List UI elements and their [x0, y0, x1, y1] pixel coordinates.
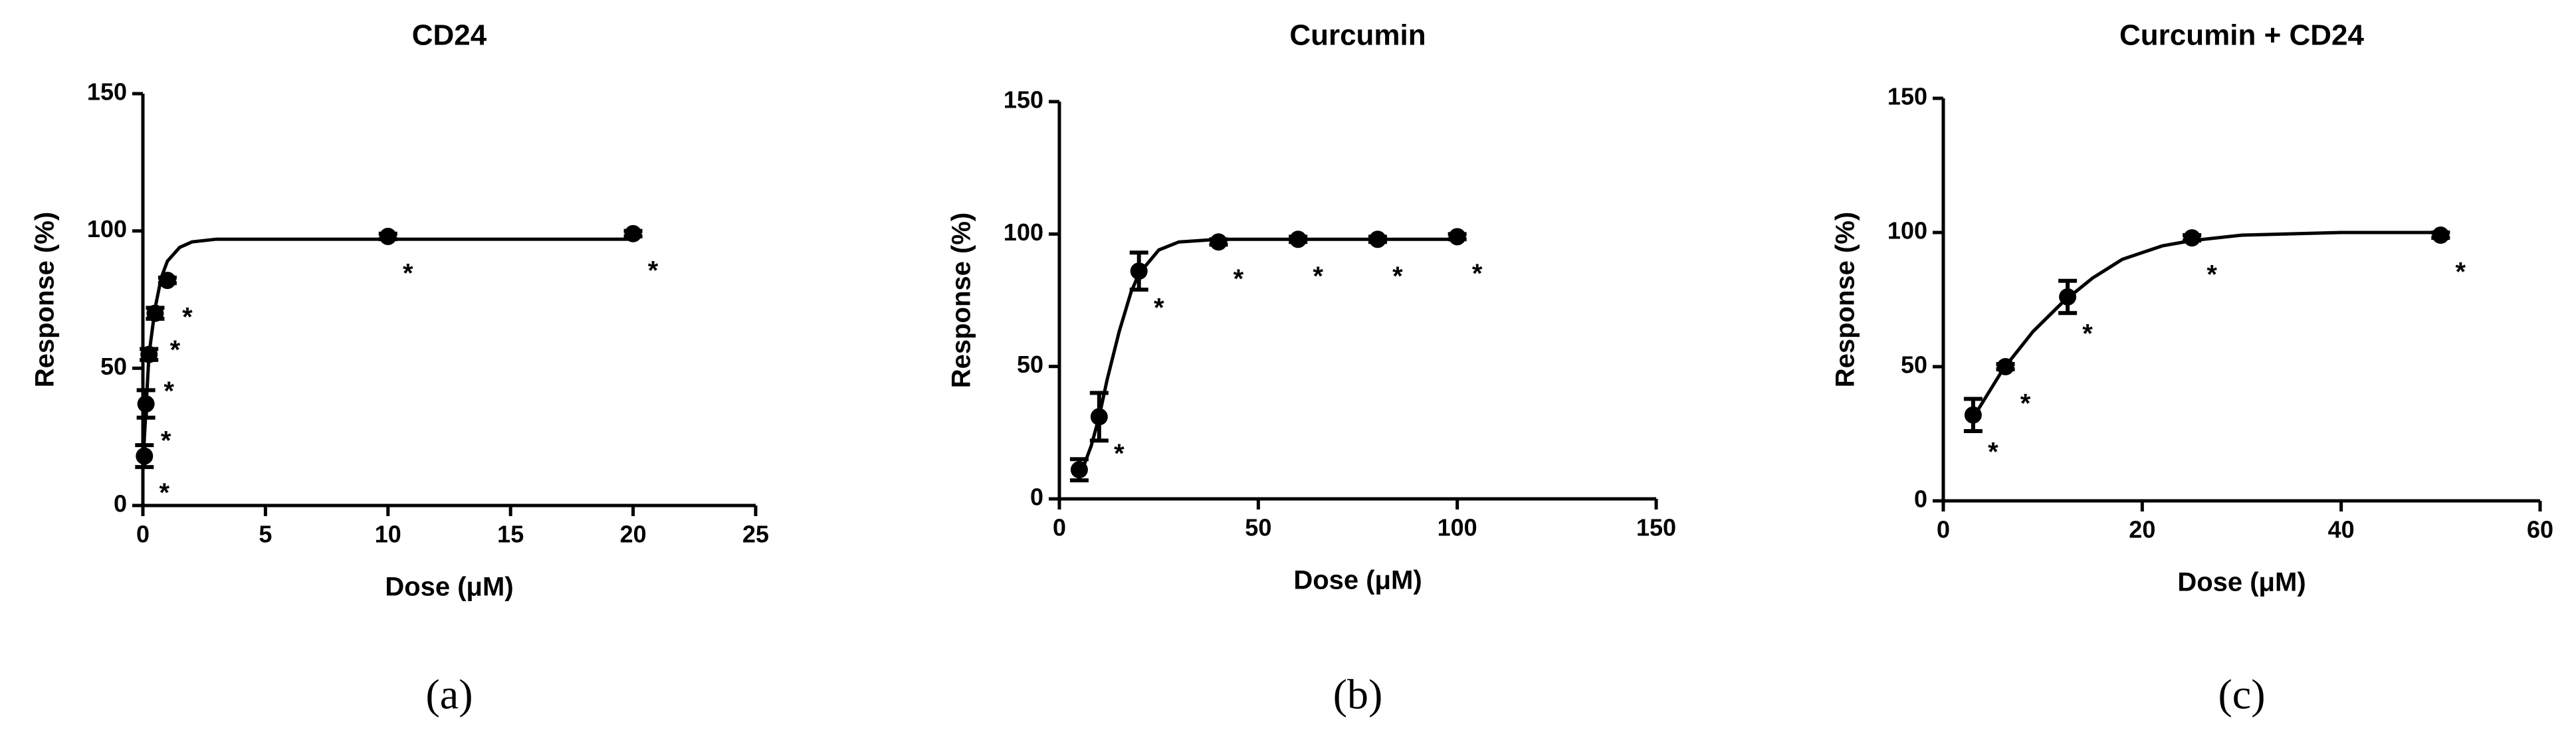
x-axis-label: Dose (μM) [1293, 566, 1422, 595]
significance-label: * [161, 426, 171, 456]
x-axis-label: Dose (μM) [2177, 568, 2306, 597]
significance-label: * [2456, 258, 2466, 287]
data-point [1368, 231, 1386, 248]
y-tick-label: 100 [87, 215, 127, 242]
panel-label: (a) [425, 671, 473, 718]
significance-label: * [648, 256, 659, 285]
data-point [136, 447, 154, 465]
y-tick-label: 50 [1901, 351, 1927, 379]
data-point [624, 225, 642, 242]
y-tick-label: 50 [100, 353, 127, 380]
data-point [2432, 227, 2450, 244]
y-axis-label: Response (%) [947, 213, 976, 389]
data-point [137, 395, 155, 413]
data-point [158, 272, 176, 290]
significance-label: * [403, 258, 413, 288]
chart-title: Curcumin + CD24 [2119, 19, 2365, 52]
panel-label: (b) [1333, 671, 1383, 718]
data-point [379, 227, 397, 245]
x-tick-label: 5 [259, 521, 272, 548]
significance-label: * [1313, 262, 1323, 291]
data-point [1289, 231, 1307, 248]
x-tick-label: 60 [2527, 516, 2553, 543]
x-tick-label: 0 [136, 521, 150, 548]
data-point [1090, 408, 1108, 426]
data-point [140, 345, 158, 363]
y-tick-label: 100 [1887, 217, 1927, 244]
significance-label: * [2082, 320, 2093, 349]
significance-label: * [182, 303, 193, 332]
significance-label: * [1114, 439, 1125, 468]
y-axis-label: Response (%) [1831, 212, 1860, 388]
panel-label: (c) [2218, 671, 2265, 718]
significance-label: * [160, 478, 170, 507]
x-tick-label: 15 [497, 521, 524, 548]
significance-label: * [1988, 437, 1998, 466]
x-tick-label: 150 [1636, 514, 1676, 541]
x-tick-label: 0 [1937, 516, 1950, 543]
data-point [2059, 288, 2077, 306]
y-tick-label: 100 [1004, 219, 1043, 246]
x-tick-label: 100 [1438, 514, 1477, 541]
x-tick-label: 0 [1053, 514, 1066, 541]
chart-title: CD24 [412, 19, 487, 52]
data-point [1964, 406, 1982, 424]
y-tick-label: 0 [114, 490, 127, 517]
data-point [146, 304, 164, 322]
significance-label: * [163, 377, 174, 406]
significance-label: * [170, 335, 181, 365]
y-tick-label: 150 [1004, 86, 1043, 114]
significance-label: * [2020, 389, 2031, 418]
x-tick-label: 25 [742, 521, 769, 548]
fit-curve [141, 237, 633, 465]
data-point [1448, 228, 1466, 246]
y-tick-label: 0 [1914, 486, 1927, 513]
data-point [1996, 358, 2014, 375]
data-point [1130, 262, 1148, 280]
x-tick-label: 40 [2328, 516, 2355, 543]
x-tick-label: 10 [375, 521, 401, 548]
y-tick-label: 0 [1030, 484, 1043, 511]
data-point [1070, 461, 1088, 479]
significance-label: * [1392, 262, 1403, 291]
significance-label: * [1472, 259, 1483, 288]
y-tick-label: 150 [1887, 83, 1927, 110]
y-axis-label: Response (%) [31, 212, 60, 388]
significance-label: * [1154, 294, 1164, 323]
data-point [2183, 229, 2201, 247]
y-tick-label: 50 [1017, 351, 1043, 378]
x-tick-label: 20 [2129, 516, 2155, 543]
chart-title: Curcumin [1289, 19, 1426, 52]
data-point [1210, 233, 1228, 251]
x-axis-label: Dose (μM) [385, 573, 513, 602]
significance-label: * [1234, 264, 1244, 294]
x-tick-label: 50 [1245, 514, 1271, 541]
fit-curve [1971, 231, 2441, 419]
significance-label: * [2206, 260, 2217, 290]
x-tick-label: 20 [620, 521, 647, 548]
y-tick-label: 150 [87, 78, 127, 106]
